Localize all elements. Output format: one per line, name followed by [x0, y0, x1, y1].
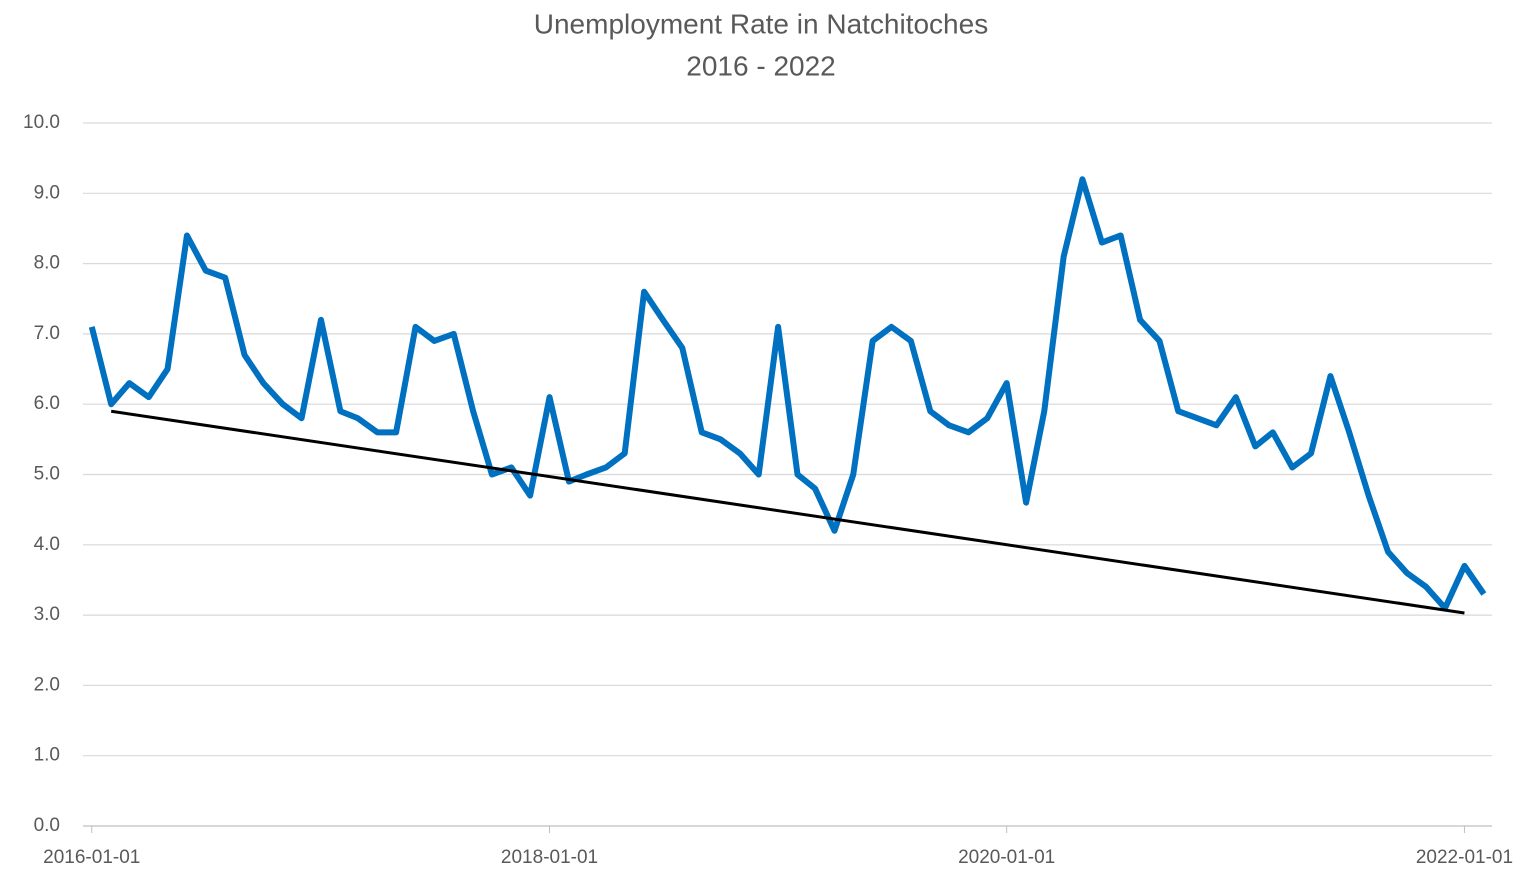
y-tick-label: 7.0 — [34, 323, 60, 344]
x-tick-label: 2018-01-01 — [501, 847, 598, 868]
chart-title: Unemployment Rate in Natchitoches — [534, 8, 988, 39]
data-line — [88, 176, 1487, 612]
y-tick-label: 4.0 — [34, 534, 60, 555]
x-tick-label: 2016-01-01 — [43, 847, 140, 868]
y-tick-label: 1.0 — [34, 745, 60, 766]
y-tick-label: 5.0 — [34, 464, 60, 485]
y-tick-label: 6.0 — [34, 393, 60, 414]
y-tick-label: 2.0 — [34, 674, 60, 695]
trend-line — [110, 409, 1465, 615]
x-tick-label: 2022-01-01 — [1416, 847, 1513, 868]
x-tick-label: 2020-01-01 — [958, 847, 1055, 868]
y-tick-label: 8.0 — [34, 253, 60, 274]
y-tick-label: 0.0 — [34, 815, 60, 836]
y-tick-label: 10.0 — [23, 112, 60, 133]
y-tick-label: 9.0 — [34, 182, 60, 203]
chart-subtitle: 2016 - 2022 — [686, 50, 835, 81]
y-tick-label: 3.0 — [34, 604, 60, 625]
